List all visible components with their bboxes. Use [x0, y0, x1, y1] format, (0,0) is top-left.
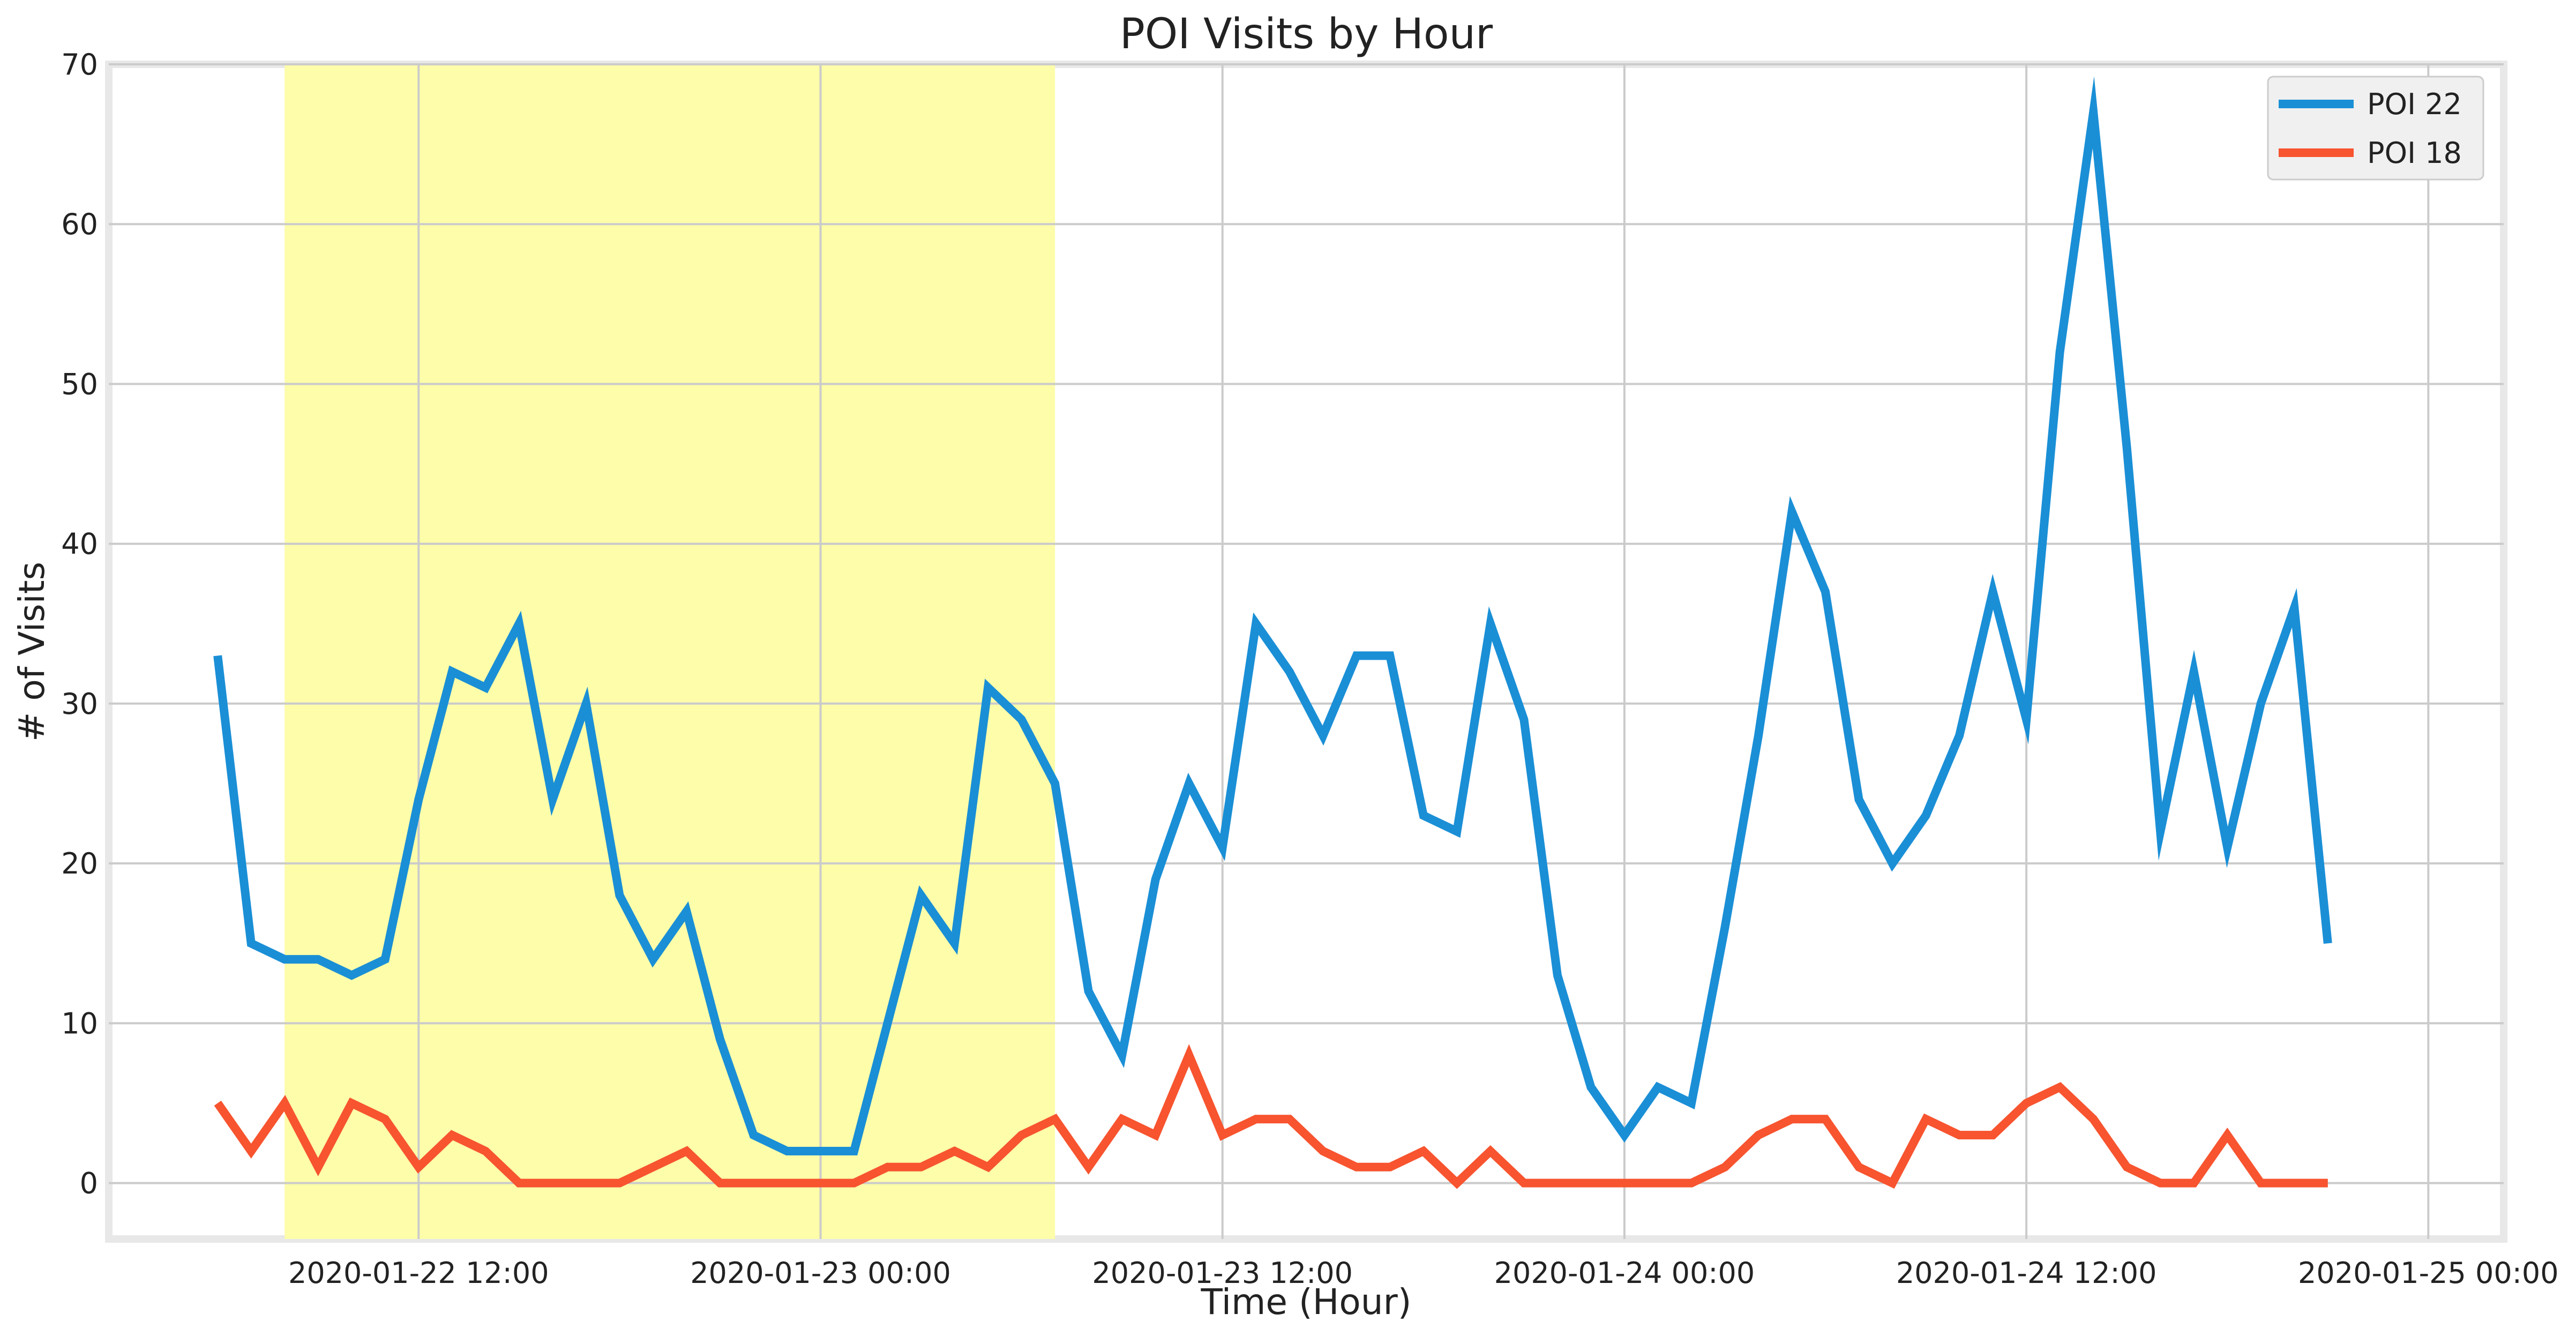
y-tick-label: 20	[61, 847, 98, 880]
series-line-poi-18	[214, 1044, 2328, 1189]
y-tick-label: 30	[61, 687, 98, 721]
y-tick-label: 70	[61, 48, 98, 81]
x-axis-title: Time (Hour)	[1201, 1281, 1412, 1323]
x-tick-label: 2020-01-23 00:00	[690, 1256, 951, 1290]
x-tick-label: 2020-01-24 12:00	[1896, 1256, 2157, 1290]
y-tick-label: 0	[80, 1167, 98, 1200]
x-tick-label: 2020-01-24 00:00	[1494, 1256, 1755, 1290]
highlight-band-layer	[284, 64, 1055, 1239]
y-tick-label: 40	[61, 527, 98, 561]
x-tick-label: 2020-01-23 12:00	[1092, 1256, 1353, 1290]
y-tick-label: 60	[61, 207, 98, 241]
highlight-band	[284, 64, 1055, 1239]
chart-title: POI Visits by Hour	[1120, 10, 1493, 58]
x-tick-label: 2020-01-25 00:00	[2298, 1256, 2559, 1290]
legend-label-poi-22: POI 22	[2367, 87, 2462, 121]
series-layer	[213, 76, 2332, 1189]
series-line-poi-22	[213, 76, 2332, 1155]
x-tick-label: 2020-01-22 12:00	[288, 1256, 549, 1290]
y-tick-label: 50	[61, 367, 98, 401]
y-tick-label: 10	[61, 1006, 98, 1040]
x-tick-labels: 2020-01-22 12:00 2020-01-23 00:00 2020-01-…	[288, 1256, 2559, 1290]
y-tick-labels: 0 10 20 30 40 50 60 70	[61, 48, 98, 1200]
y-axis-title: # of Visits	[11, 562, 53, 742]
legend-label-poi-18: POI 18	[2367, 136, 2462, 170]
legend: POI 22 POI 18	[2267, 76, 2484, 181]
